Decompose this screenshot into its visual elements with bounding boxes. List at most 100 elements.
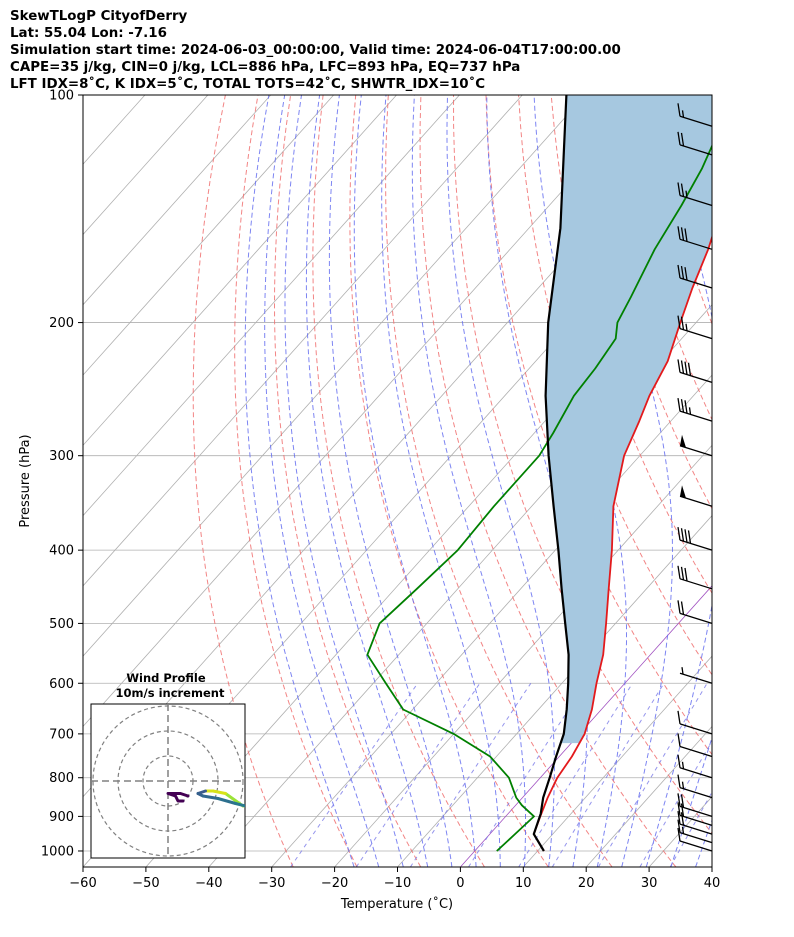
barb-flag [677, 264, 681, 279]
wind-barb [677, 103, 713, 127]
mixing-ratio-line [518, 683, 633, 867]
barb-flag [680, 316, 685, 330]
mixing-ratio-line [409, 683, 532, 867]
mixing-ratio-line [468, 683, 586, 867]
mixing-ratio-line [290, 683, 419, 867]
moist-adiabat [244, 95, 355, 867]
barb-flag [684, 400, 688, 414]
dry-adiabat [273, 95, 422, 867]
y-axis-ticks: 1000 900 800 700 600 500 400 300 200 100 [41, 89, 83, 859]
inset-subtitle: 10m/s increment [116, 686, 225, 700]
moist-adiabat [411, 95, 526, 867]
barb-flag [677, 527, 681, 541]
x-axis-ticks: −60 −50 −40 −30 −20 −10 0 10 20 30 40 [69, 867, 720, 891]
y-tick-label: 300 [49, 449, 74, 464]
barb-flag [677, 774, 681, 788]
barb-staff [679, 814, 713, 827]
mixing-ratio-line [551, 683, 665, 867]
barb-flag [677, 802, 681, 816]
y-tick-label: 700 [49, 727, 74, 742]
moist-adiabat [353, 95, 477, 867]
barb-staff [679, 277, 713, 289]
moist-adiabat [381, 95, 501, 867]
dry-adiabat [583, 95, 712, 510]
hodograph-segment [234, 802, 245, 808]
barb-flag [677, 600, 681, 614]
wind-barb [677, 182, 713, 207]
barb-half-flag [681, 826, 685, 834]
wind-barb [677, 819, 713, 844]
barb-flag [677, 819, 681, 833]
isotherm-line [523, 655, 712, 867]
wind-barb [677, 827, 713, 852]
y-tick-label: 800 [49, 771, 74, 786]
indices-line: LFT IDX=8˚C, K IDX=5˚C, TOTAL TOTS=42˚C,… [10, 77, 486, 92]
wind-barb [677, 733, 713, 758]
barb-staff [679, 194, 713, 207]
barb-flag [684, 529, 688, 543]
dry-adiabat [747, 95, 794, 867]
hodograph-segment [211, 789, 227, 795]
barb-flag [680, 227, 685, 241]
barb-flag [677, 710, 681, 724]
barb-flag [687, 530, 692, 544]
wind-barb [677, 754, 713, 779]
barb-flag [677, 565, 681, 579]
barb-flag [680, 399, 685, 413]
y-tick-label: 500 [49, 617, 74, 632]
wind-barb [677, 710, 713, 735]
moist-adiabat [284, 95, 404, 867]
wind-barb [677, 359, 713, 384]
profile-lines [366, 95, 712, 852]
y-tick-label: 100 [49, 89, 74, 104]
wind-barb [677, 315, 713, 340]
barb-half-flag [685, 190, 688, 198]
y-tick-label: 200 [49, 316, 74, 331]
barb-flag [684, 361, 688, 375]
barb-flag [677, 131, 681, 145]
wind-barb [677, 811, 713, 835]
isotherm-line [397, 515, 712, 867]
x-tick-label: −30 [258, 876, 285, 891]
barb-staff [679, 115, 713, 127]
isotherm-line [83, 95, 523, 587]
isotherm-line [585, 725, 712, 867]
moist-adiabat [645, 95, 712, 867]
y-tick-label: 900 [49, 810, 74, 825]
x-tick-label: −60 [69, 876, 96, 891]
isotherm-line [145, 233, 712, 867]
barb-flag [684, 267, 688, 281]
barb-staff [679, 495, 713, 507]
chart-header: SkewTLogP CityofDerry Lat: 55.04 Lon: -7… [10, 8, 621, 93]
barb-flag [680, 601, 685, 615]
y-tick-label: 400 [49, 544, 74, 559]
barb-staff [679, 539, 713, 551]
barb-half-flag [688, 407, 692, 415]
barb-flag [677, 754, 681, 768]
x-tick-label: 0 [456, 876, 464, 891]
dry-adiabat [615, 95, 712, 421]
barb-flag [677, 359, 681, 373]
barb-flag [677, 793, 681, 807]
barb-staff [679, 832, 713, 844]
barb-staff [679, 767, 713, 779]
barb-staff [679, 612, 713, 625]
barb-flag [684, 567, 688, 582]
barb-half-flag [685, 323, 688, 331]
barb-flag [687, 362, 692, 376]
wind-barb [679, 485, 713, 507]
inset-title: Wind Profile [126, 671, 206, 685]
cape-area [545, 95, 712, 744]
wind-barb [677, 226, 713, 250]
mixing-ratio-line [355, 683, 481, 867]
moist-adiabat [591, 95, 673, 867]
barb-half-flag [681, 110, 685, 118]
barb-half-flag [681, 667, 684, 675]
barb-flag [680, 794, 685, 808]
mixing-ratio-line [639, 740, 712, 867]
mixing-ratio-line [669, 791, 712, 867]
moist-adiabat [486, 95, 589, 867]
isotherm-line [83, 95, 209, 236]
x-tick-label: 40 [704, 876, 721, 891]
